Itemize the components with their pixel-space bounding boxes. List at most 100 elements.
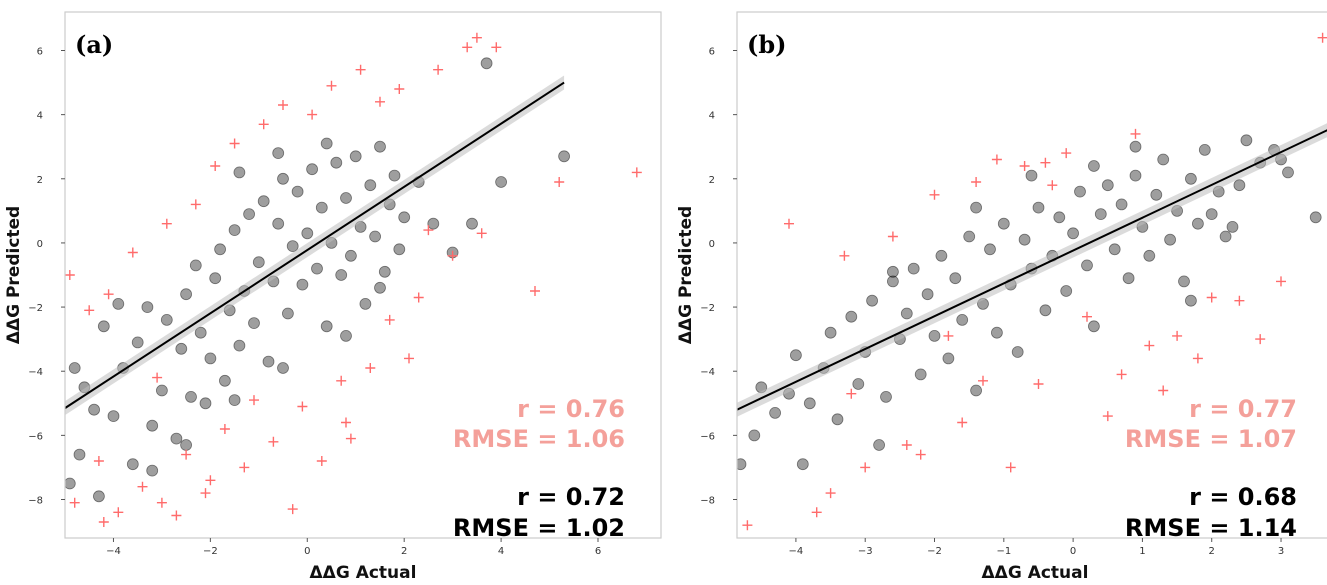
scatter-point-black (558, 150, 570, 163)
scatter-point-black (344, 249, 357, 262)
scatter-point-red (278, 100, 288, 110)
scatter-point-red (93, 456, 104, 466)
scatter-point-black (320, 137, 333, 150)
axes-frame (736, 11, 1327, 539)
scatter-point-black (466, 217, 478, 230)
scatter-point-black (991, 326, 1003, 339)
scatter-point-red (839, 250, 850, 261)
scatter-point-red (65, 270, 75, 280)
stat-red-rmse: RMSE = 1.06 (453, 425, 625, 453)
y-tick-label: −6 (700, 431, 715, 442)
scatter-point-red (1192, 353, 1203, 364)
x-tick-label: 4 (498, 546, 504, 557)
stat-red-r: r = 0.76 (517, 395, 625, 423)
scatter-point-black (845, 310, 858, 323)
scatter-point-red (326, 80, 337, 91)
scatter-point-black (248, 317, 260, 330)
scatter-point-red (229, 138, 240, 149)
scatter-point-red (978, 375, 988, 386)
x-tick-label: −2 (203, 546, 218, 557)
scatter-point-red (365, 363, 376, 373)
scatter-point-black (769, 406, 781, 419)
scatter-point-black (277, 172, 289, 185)
scatter-point-black (480, 57, 493, 70)
scatter-point-red (239, 462, 250, 473)
scatter-point-black (189, 259, 202, 272)
scatter-point-red (957, 417, 968, 428)
scatter-point-black (935, 249, 948, 262)
panel-label: (a) (75, 30, 113, 59)
scatter-point-black (963, 230, 976, 243)
scatter-point-red (171, 510, 182, 521)
scatter-point-red (846, 388, 857, 399)
scatter-point-black (160, 313, 173, 326)
scatter-point-red (1033, 379, 1044, 389)
scatter-point-red (887, 231, 898, 242)
y-tick-label: −2 (28, 303, 43, 314)
scatter-point-black (233, 166, 246, 179)
y-axis-label: ΔΔG Predicted (676, 206, 696, 344)
y-tick-label: 0 (709, 239, 715, 250)
y-tick-label: 2 (709, 175, 715, 186)
x-tick-label: 3 (1278, 546, 1284, 557)
x-tick-label: 6 (595, 546, 601, 557)
scatter-point-black (194, 326, 207, 339)
scatter-point-black (1074, 185, 1086, 198)
scatter-point-red (200, 488, 211, 499)
scatter-point-red (1158, 385, 1169, 396)
y-tick-label: 4 (709, 111, 715, 122)
scatter-point-red (825, 488, 836, 499)
scatter-point-black (65, 477, 76, 490)
scatter-point-black (1039, 304, 1052, 317)
scatter-point-black (984, 243, 996, 256)
scatter-point-red (152, 372, 163, 383)
scatter-point-black (228, 224, 241, 237)
scatter-point-black (175, 342, 188, 355)
scatter-point-black (1094, 208, 1107, 221)
scatter-point-red (811, 507, 822, 518)
scatter-point-black (1115, 198, 1128, 211)
stat-black-rmse: RMSE = 1.14 (1125, 514, 1297, 542)
scatter-point-black (320, 320, 333, 333)
scatter-point-black (1067, 227, 1079, 240)
scatter-point-black (1088, 160, 1100, 172)
scatter-point-red (1047, 180, 1058, 191)
scatter-point-red (98, 517, 109, 527)
scatter-point-red (404, 353, 414, 364)
scatter-point-red (929, 189, 940, 200)
y-tick-label: −8 (28, 496, 43, 507)
scatter-point-black (1282, 166, 1294, 179)
x-tick-label: −3 (858, 546, 873, 557)
scatter-point-black (112, 297, 125, 310)
scatter-point-black (286, 240, 299, 253)
scatter-point-black (204, 352, 217, 365)
scatter-point-black (88, 403, 100, 416)
scatter-point-black (315, 201, 328, 214)
scatter-point-black (209, 272, 222, 285)
scatter-point-black (228, 394, 241, 407)
stat-black-rmse: RMSE = 1.02 (453, 514, 625, 542)
scatter-point-red (1040, 157, 1051, 168)
scatter-point-red (1116, 369, 1127, 380)
scatter-point-black (1088, 320, 1100, 333)
scatter-point-black (1060, 285, 1073, 297)
scatter-point-red (491, 42, 502, 53)
scatter-point-black (1053, 211, 1066, 224)
scatter-point-red (471, 32, 482, 43)
scatter-point-black (398, 211, 411, 224)
scatter-point-red (307, 109, 318, 120)
scatter-point-black (831, 413, 844, 426)
scatter-point-red (384, 314, 395, 325)
scatter-point-black (272, 217, 285, 230)
scatter-point-black (311, 262, 323, 275)
scatter-point-black (427, 217, 440, 230)
scatter-point-black (1129, 140, 1142, 153)
scatter-point-black (141, 301, 154, 314)
x-tick-label: 0 (304, 546, 310, 557)
scatter-point-red (69, 497, 80, 508)
scatter-point-red (1206, 292, 1217, 303)
scatter-point-black (126, 458, 139, 471)
scatter-point-black (340, 192, 352, 204)
scatter-point-black (796, 458, 809, 471)
scatter-point-black (281, 307, 294, 320)
